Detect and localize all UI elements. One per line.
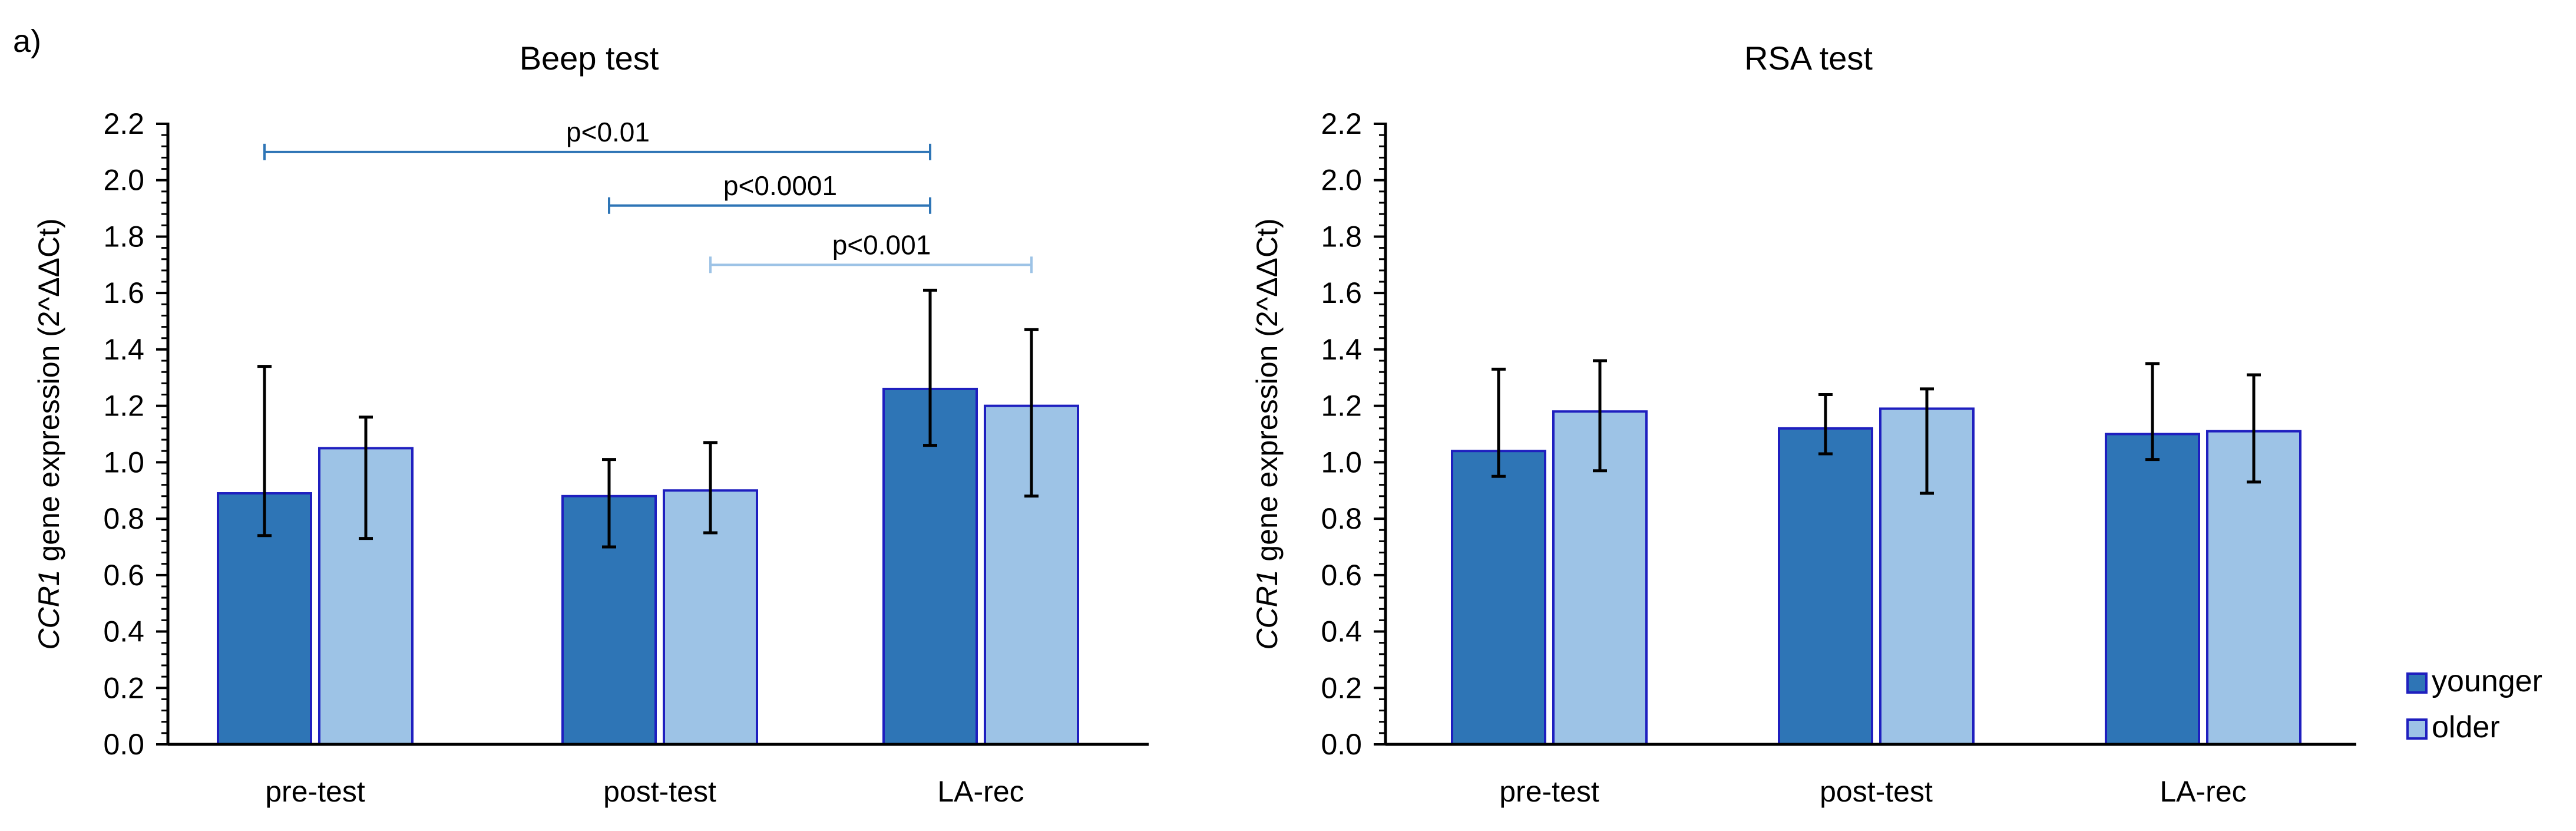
y-tick-label: 0.8 [103, 502, 144, 535]
bar-younger-LA-rec [2105, 433, 2200, 746]
x-tick-label: post-test [603, 775, 716, 808]
y-tick-label: 1.8 [1321, 220, 1362, 253]
y-tick-label: 0.4 [103, 615, 144, 648]
y-tick-label: 0.4 [1321, 615, 1362, 648]
y-tick-label: 2.0 [1321, 164, 1362, 197]
y-axis-label-rest: gene expression (2^ΔΔCt) [1251, 218, 1284, 569]
y-tick-label: 1.8 [103, 220, 144, 253]
y-axis-label: CCR1 gene expression (2^ΔΔCt) [1251, 218, 1284, 649]
y-tick-label: 0.6 [1321, 559, 1362, 592]
y-tick-label: 0.0 [1321, 728, 1362, 761]
y-tick-label: 1.6 [103, 276, 144, 309]
chart-title: RSA test [1744, 39, 1873, 77]
bar-younger-post-test [1778, 427, 1873, 746]
legend-label-younger: younger [2432, 664, 2542, 698]
legend-swatch-younger [2406, 672, 2428, 694]
legend-label-older: older [2432, 710, 2500, 744]
x-tick-label: post-test [1820, 775, 1933, 808]
y-tick-label: 0.6 [103, 559, 144, 592]
bar-younger-pre-test [1451, 450, 1546, 746]
panel-label: a) [13, 24, 41, 59]
y-tick-label: 1.4 [103, 333, 144, 366]
significance-label: p<0.0001 [723, 170, 837, 201]
legend-swatch-older [2406, 718, 2428, 740]
y-axis-label: CCR1 gene expression (2^ΔΔCt) [32, 218, 65, 649]
y-tick-label: 1.2 [103, 390, 144, 423]
x-tick-label: pre-test [1499, 775, 1599, 808]
chart-beep-test: Beep test CCR1 gene expression (2^ΔΔCt) 0.… [32, 39, 1149, 808]
chart-rsa-test: RSA test CCR1 gene expression (2^ΔΔCt) 0.0… [1251, 39, 2542, 808]
y-tick-label: 2.0 [103, 164, 144, 197]
y-axis-label-gene: CCR1 [1251, 569, 1284, 649]
y-tick-label: 2.2 [1321, 107, 1362, 140]
y-tick-label: 1.2 [1321, 390, 1362, 423]
x-tick-label: pre-test [265, 775, 365, 808]
y-axis-label-gene: CCR1 [32, 569, 65, 649]
chart-title: Beep test [520, 39, 659, 77]
y-tick-label: 0.2 [1321, 671, 1362, 704]
significance-label: p<0.001 [832, 229, 931, 260]
y-tick-label: 0.8 [1321, 502, 1362, 535]
significance-label: p<0.01 [566, 117, 650, 147]
y-axis-label-rest: gene expression (2^ΔΔCt) [32, 218, 65, 569]
x-tick-label: LA-rec [937, 775, 1024, 808]
y-tick-label: 2.2 [103, 107, 144, 140]
y-tick-label: 0.0 [103, 728, 144, 761]
y-tick-label: 0.2 [103, 671, 144, 704]
x-tick-label: LA-rec [2160, 775, 2246, 808]
y-tick-label: 1.0 [1321, 446, 1362, 479]
y-tick-label: 1.0 [103, 446, 144, 479]
bar-younger-LA-rec [882, 387, 978, 746]
y-tick-label: 1.6 [1321, 276, 1362, 309]
y-tick-label: 1.4 [1321, 333, 1362, 366]
